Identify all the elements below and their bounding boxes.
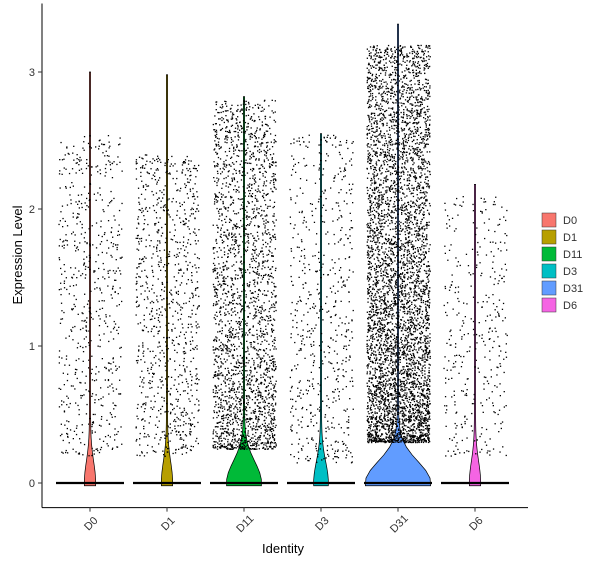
x-tick-label-D3: D3 (313, 515, 331, 533)
legend: D0 D1 D11 D3 D31 D6 (541, 212, 583, 313)
y-tick-label: 1 (29, 341, 35, 353)
violin-D1 (160, 74, 174, 487)
legend-swatch-D31 (541, 280, 557, 296)
violin-D11 (226, 96, 262, 487)
violin-D3 (313, 133, 329, 487)
points-D0 (58, 135, 123, 457)
jitter-points-layer (56, 44, 509, 485)
y-tick-label: 0 (29, 478, 35, 490)
violins-layer (83, 23, 482, 487)
legend-label-D0: D0 (563, 215, 577, 227)
y-tick-label: 2 (29, 204, 35, 216)
x-tick-label-D1: D1 (159, 515, 177, 533)
violin-D6 (468, 183, 482, 487)
points-D31 (366, 44, 431, 444)
violin-D31 (364, 23, 432, 487)
points-D3 (289, 134, 354, 464)
y-tick-label: 3 (29, 67, 35, 79)
points-D1 (135, 154, 200, 457)
legend-swatch-D11 (541, 246, 557, 262)
legend-swatch-D0 (541, 212, 557, 228)
x-tick-label-D11: D11 (234, 513, 256, 535)
points-D6 (443, 196, 508, 457)
legend-label-D3: D3 (563, 266, 577, 278)
legend-swatch-D6 (541, 297, 557, 313)
points-D11 (212, 99, 277, 450)
x-tick-label-D6: D6 (467, 515, 485, 533)
legend-label-D1: D1 (563, 232, 577, 244)
x-axis-label: Identity (262, 541, 304, 556)
legend-label-D31: D31 (563, 283, 583, 295)
axes-layer: 0 1 2 3 D0 D1 D11 D3 D31 D6 (29, 3, 528, 536)
x-tick-label-D31: D31 (388, 513, 411, 536)
x-tick-label-D0: D0 (82, 515, 100, 533)
legend-swatch-D1 (541, 229, 557, 245)
y-axis-label: Expression Level (10, 205, 25, 304)
legend-label-D6: D6 (563, 300, 577, 312)
legend-swatch-D3 (541, 263, 557, 279)
legend-label-D11: D11 (563, 249, 582, 261)
violin-D0 (83, 71, 97, 487)
